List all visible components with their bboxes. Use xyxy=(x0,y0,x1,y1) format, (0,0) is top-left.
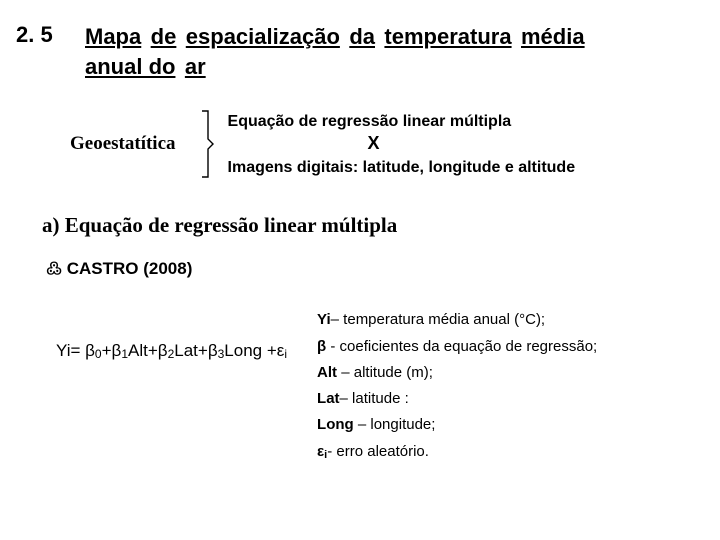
formula-part: Alt+ xyxy=(128,341,158,360)
definition-item: Yi– temperatura média anual (°C); xyxy=(317,307,597,333)
formula-part: β xyxy=(85,341,95,360)
formula-sub: 0 xyxy=(95,347,102,361)
def-term: Lat xyxy=(317,390,340,407)
brace-row: Geoestatítica Equação de regressão linea… xyxy=(70,109,690,179)
formula-part: Lat+ xyxy=(174,341,208,360)
brace-content: Equação de regressão linear múltipla X I… xyxy=(228,111,576,178)
heading-word: temperatura xyxy=(384,24,511,49)
def-text: – latitude : xyxy=(340,390,409,407)
heading-word: anual do xyxy=(85,54,175,79)
formula-part: +β xyxy=(102,341,122,360)
def-text: – longitude; xyxy=(358,416,436,433)
def-text: - erro aleatório. xyxy=(327,443,429,460)
heading-word: da xyxy=(349,24,375,49)
definition-item: β - coeficientes da equação de regressão… xyxy=(317,334,597,360)
formula-part: β xyxy=(208,341,218,360)
heading-word: Mapa xyxy=(85,24,141,49)
definition-item: Lat– latitude : xyxy=(317,386,597,412)
heading-word: média xyxy=(521,24,585,49)
subheading: a) Equação de regressão linear múltipla xyxy=(42,213,690,238)
brace-line: Imagens digitais: latitude, longitude e … xyxy=(228,157,576,179)
formula-sub: i xyxy=(284,347,287,361)
heading-word: ar xyxy=(185,54,206,79)
formula-part: β xyxy=(158,341,168,360)
definition-item: Alt – altitude (m); xyxy=(317,360,597,386)
formula-part: Long + xyxy=(224,341,276,360)
formula-row: Yi= β0+β1Alt+β2Lat+β3Long +εi Yi– temper… xyxy=(56,307,690,465)
def-term: Long xyxy=(317,416,358,433)
definitions-list: Yi– temperatura média anual (°C); β - co… xyxy=(317,307,597,465)
definition-item: Long – longitude; xyxy=(317,412,597,438)
brace-line-x: X xyxy=(368,131,576,155)
section-number: 2. 5 xyxy=(16,22,53,48)
slide: 2. 5 Mapa de espacialização da temperatu… xyxy=(0,0,720,540)
def-term: β xyxy=(317,338,326,355)
def-text: – altitude (m); xyxy=(337,364,433,381)
definition-item: εi- erro aleatório. xyxy=(317,439,597,465)
formula-sub: 1 xyxy=(121,347,128,361)
heading-word: de xyxy=(151,24,177,49)
regression-formula: Yi= β0+β1Alt+β2Lat+β3Long +εi xyxy=(56,341,287,361)
castro-line: ߷ CASTRO (2008) xyxy=(46,256,690,279)
def-text: - coeficientes da equação de regressão; xyxy=(326,338,597,355)
def-text: – temperatura média anual (°C); xyxy=(331,311,545,328)
geo-label: Geoestatítica xyxy=(70,133,176,155)
heading-word: espacialização xyxy=(186,24,340,49)
formula-part: Yi= xyxy=(56,341,85,360)
bullet-icon: ߷ xyxy=(46,256,62,279)
brace-icon xyxy=(196,109,214,179)
brace-line: Equação de regressão linear múltipla xyxy=(228,111,576,133)
section-heading: Mapa de espacialização da temperatura mé… xyxy=(85,22,690,81)
def-term: Yi xyxy=(317,311,331,328)
def-term: Alt xyxy=(317,364,337,381)
castro-label: CASTRO (2008) xyxy=(67,259,193,278)
